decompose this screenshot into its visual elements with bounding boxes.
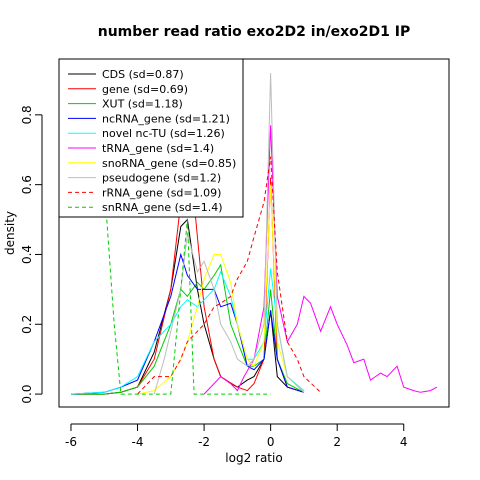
x-tick-label: -6 <box>65 435 77 449</box>
y-tick-label: 0.4 <box>20 245 34 264</box>
legend-label: gene (sd=0.69) <box>102 83 188 96</box>
x-tick-label: -4 <box>132 435 144 449</box>
y-tick-label: 0.0 <box>20 385 34 404</box>
legend-label: rRNA_gene (sd=1.09) <box>102 186 221 199</box>
legend-label: ncRNA_gene (sd=1.21) <box>102 112 230 125</box>
series-line-3 <box>71 263 305 395</box>
legend-label: novel nc-TU (sd=1.26) <box>102 127 225 140</box>
series-line-8 <box>153 72 305 395</box>
series-line-10 <box>97 79 271 395</box>
legend-label: XUT (sd=1.18) <box>102 98 183 111</box>
x-tick-label: -2 <box>198 435 210 449</box>
series-line-9 <box>137 156 321 395</box>
axes-layer: -6 -4 -2 0 2 4 0.0 0.2 0.4 0.6 0.8 <box>20 105 408 449</box>
legend-label: tRNA_gene (sd=1.4) <box>102 142 214 155</box>
series-line-6 <box>203 125 438 395</box>
legend-label: pseudogene (sd=1.2) <box>102 172 221 185</box>
legend-label: snoRNA_gene (sd=0.85) <box>102 157 236 170</box>
x-tick-label: 4 <box>400 435 408 449</box>
legend-box <box>58 58 244 218</box>
series-layer <box>70 72 438 395</box>
y-axis-label: density <box>3 211 17 255</box>
plot-frame <box>58 58 450 408</box>
x-axis-label: log2 ratio <box>225 451 282 465</box>
y-tick-label: 0.2 <box>20 315 34 334</box>
y-tick-label: 0.8 <box>20 105 34 124</box>
x-tick-label: 0 <box>267 435 275 449</box>
x-tick-label: 2 <box>333 435 341 449</box>
legend-label: snRNA_gene (sd=1.4) <box>102 201 223 214</box>
legend-label: CDS (sd=0.87) <box>102 68 184 81</box>
y-tick-label: 0.6 <box>20 175 34 194</box>
legend: CDS (sd=0.87) gene (sd=0.69) XUT (sd=1.18)… <box>58 58 244 218</box>
chart-title: number read ratio exo2D2 in/exo2D1 IP <box>98 24 410 40</box>
